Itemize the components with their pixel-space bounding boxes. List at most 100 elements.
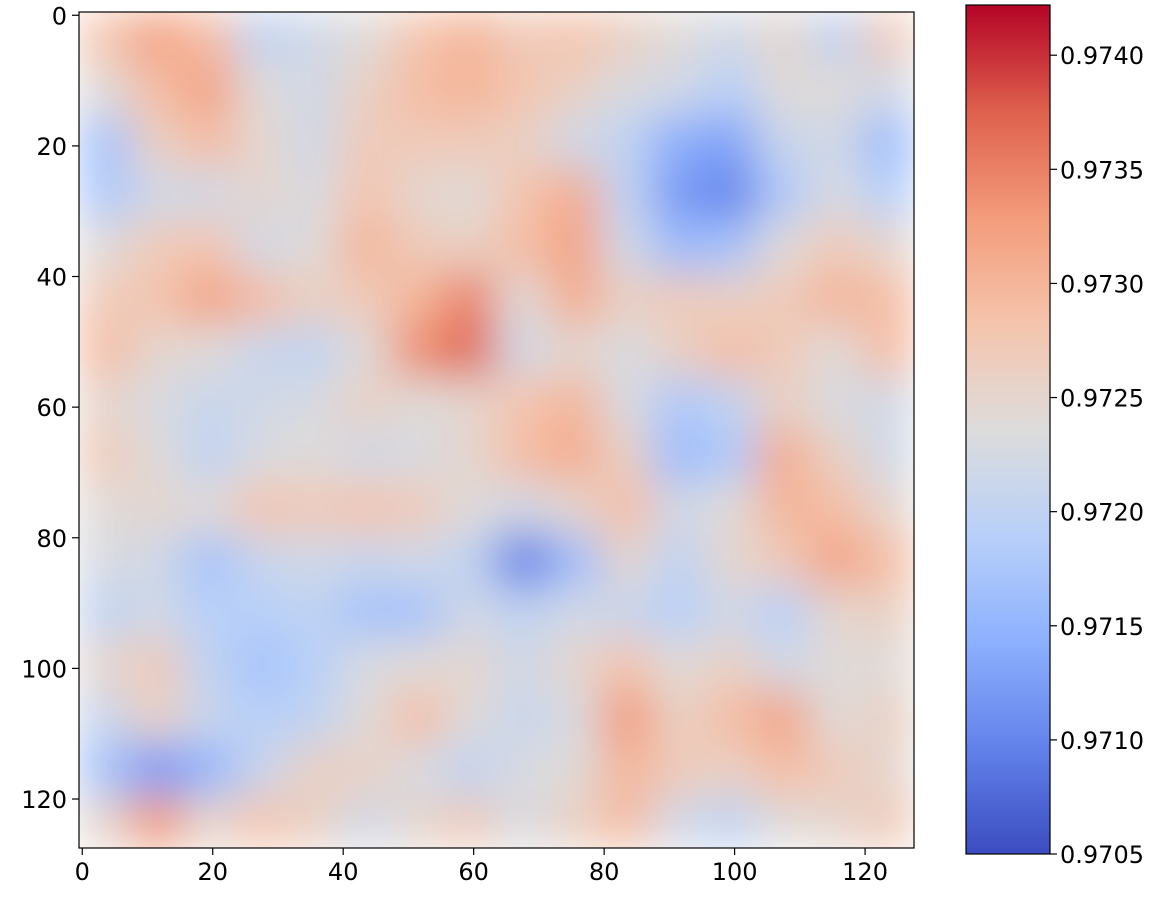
heatmap-clip [79, 12, 914, 848]
heatmap-cell [756, 481, 811, 535]
heatmap-cell [79, 220, 132, 274]
heatmap-cell [652, 168, 706, 222]
heatmap-cell [339, 220, 393, 274]
heatmap-cell [235, 795, 289, 848]
heatmap-cell [548, 638, 602, 692]
heatmap-cell [130, 795, 184, 848]
heatmap-cell [756, 586, 811, 640]
heatmap-cell [182, 116, 237, 170]
heatmap-cell [287, 272, 341, 326]
heatmap-cell [130, 12, 184, 65]
heatmap-cell [182, 429, 237, 483]
heatmap-cell [600, 795, 654, 848]
heatmap-cell [443, 481, 497, 535]
heatmap-cell [339, 63, 393, 117]
heatmap-cell [182, 272, 237, 326]
heatmap-cell [182, 63, 237, 117]
heatmap-cell [182, 586, 237, 640]
heatmap-cell [130, 481, 184, 535]
heatmap-cell [130, 63, 184, 117]
heatmap-cell [130, 429, 184, 483]
heatmap-cell [182, 220, 237, 274]
y-tick-label: 0 [52, 2, 67, 30]
heatmap-cell [287, 116, 341, 170]
heatmap-cell [809, 429, 863, 483]
heatmap-cell [79, 12, 132, 65]
heatmap-cell [235, 12, 289, 65]
heatmap-cell [704, 325, 758, 379]
heatmap-cell [391, 325, 445, 379]
heatmap-cell [704, 63, 758, 117]
heatmap-cell [79, 481, 132, 535]
heatmap-cell [861, 168, 914, 222]
heatmap-cell [756, 12, 811, 65]
heatmap-cell [79, 429, 132, 483]
heatmap-cell [756, 116, 811, 170]
colorbar-tick-label: 0.9705 [1060, 841, 1144, 869]
heatmap-cell [287, 63, 341, 117]
heatmap-cell [391, 690, 445, 744]
heatmap-cell [235, 272, 289, 326]
heatmap-cell [652, 12, 706, 65]
x-tick-label: 40 [328, 858, 359, 886]
heatmap-cell [496, 168, 550, 222]
heatmap-cell [182, 481, 237, 535]
heatmap-cell [756, 168, 811, 222]
heatmap-cell [391, 534, 445, 588]
heatmap-cell [704, 429, 758, 483]
heatmap-cell [130, 272, 184, 326]
heatmap-cell [652, 586, 706, 640]
heatmap-cell [600, 272, 654, 326]
heatmap-cell [287, 534, 341, 588]
heatmap-cell [182, 534, 237, 588]
y-tick-label: 120 [21, 786, 67, 814]
heatmap-cell [652, 534, 706, 588]
heatmap-cell [652, 377, 706, 431]
heatmap-cell [496, 534, 550, 588]
heatmap-cell [600, 168, 654, 222]
heatmap-cell [130, 116, 184, 170]
heatmap-cell [652, 690, 706, 744]
heatmap-cell [600, 638, 654, 692]
heatmap-cell [79, 168, 132, 222]
heatmap-cell [496, 638, 550, 692]
heatmap-cell [600, 743, 654, 797]
heatmap-cell [443, 690, 497, 744]
heatmap-cell [182, 690, 237, 744]
heatmap-cell [287, 220, 341, 274]
heatmap-cell [235, 690, 289, 744]
heatmap-cell [443, 429, 497, 483]
colorbar-tick-label: 0.9725 [1060, 385, 1144, 413]
heatmap-cell [652, 795, 706, 848]
x-tick-label: 80 [589, 858, 620, 886]
colorbar-tick-label: 0.9715 [1060, 613, 1144, 641]
heatmap-cell [652, 272, 706, 326]
heatmap-cell [182, 743, 237, 797]
heatmap-cell [652, 116, 706, 170]
heatmap-cell [391, 586, 445, 640]
heatmap-cell [861, 63, 914, 117]
heatmap-cell [339, 168, 393, 222]
heatmap-cell [496, 63, 550, 117]
heatmap-cell [235, 63, 289, 117]
heatmap-cell [496, 795, 550, 848]
heatmap-cell [861, 743, 914, 797]
colorbar [965, 4, 1051, 855]
y-tick-label: 60 [36, 394, 67, 422]
heatmap-cell [548, 12, 602, 65]
heatmap-cell [861, 325, 914, 379]
heatmap-cell [443, 325, 497, 379]
plot-frame [78, 11, 915, 849]
heatmap-cell [391, 743, 445, 797]
heatmap-cell [756, 638, 811, 692]
heatmap-cell [548, 534, 602, 588]
heatmap-cell [809, 168, 863, 222]
heatmap-cell [809, 63, 863, 117]
heatmap-cell [443, 63, 497, 117]
heatmap-cell [704, 534, 758, 588]
heatmap-cell [861, 272, 914, 326]
heatmap-cell [130, 377, 184, 431]
heatmap-cell [130, 325, 184, 379]
heatmap-cell [861, 12, 914, 65]
heatmap-cell [443, 377, 497, 431]
